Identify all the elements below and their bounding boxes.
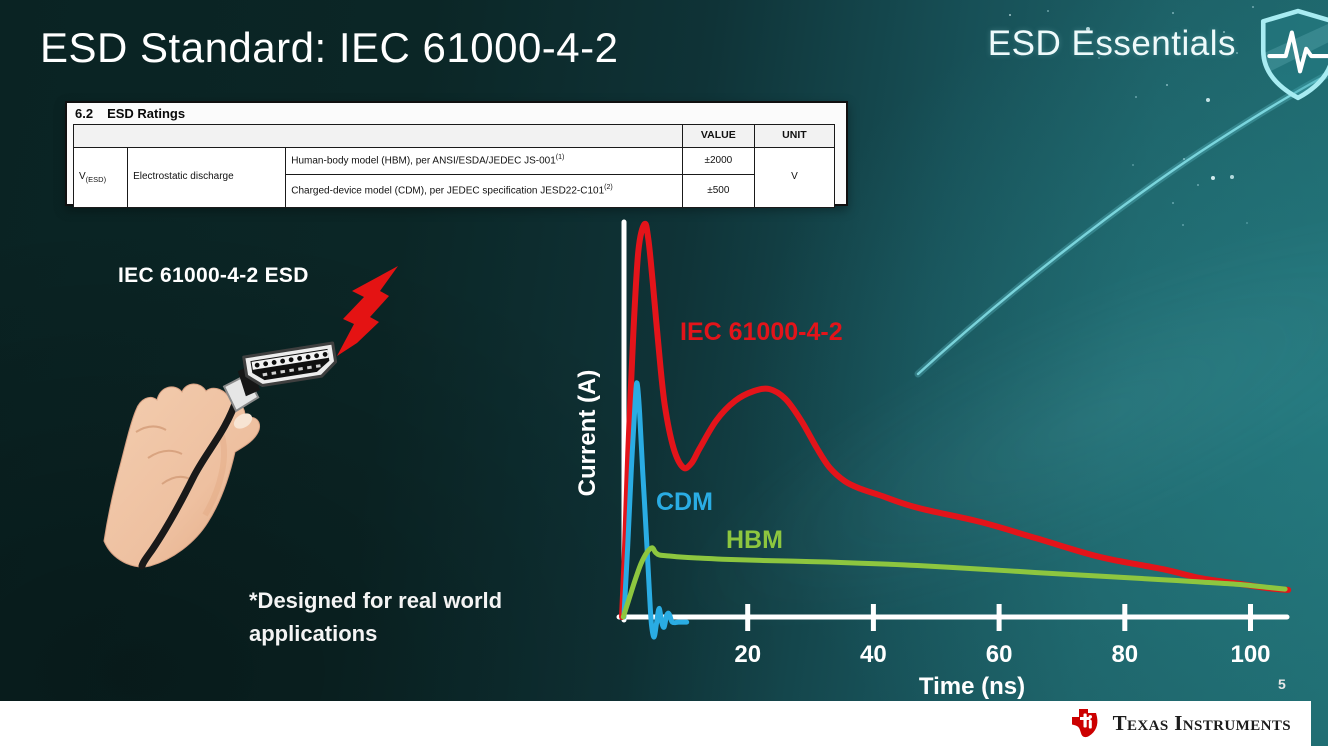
esd-ratings-table: VALUE UNIT V(ESD) Electrostatic discharg… — [72, 124, 836, 208]
param-name-cell: Electrostatic discharge — [127, 147, 287, 208]
hbm-value-cell: ±2000 — [681, 147, 755, 175]
slide-title: ESD Standard: IEC 61000-4-2 — [40, 24, 619, 71]
sparkle-dots — [0, 0, 2, 2]
param-symbol-cell: V(ESD) — [72, 147, 129, 208]
ratings-table-panel: 6.2 ESD Ratings VALUE UNIT V(ESD) Electro… — [65, 101, 848, 208]
footnote: *Designed for real world applications — [249, 588, 503, 646]
x-axis-label: Time (ns) — [919, 673, 1025, 700]
cdm-desc-cell: Charged-device model (CDM), per JEDEC sp… — [285, 174, 683, 208]
hdmi-connector — [222, 341, 338, 413]
ti-wordmark: Texas Instruments — [1112, 711, 1291, 735]
table-caption: 6.2 ESD Ratings — [73, 105, 840, 124]
brand-text: ESD Essentials — [987, 24, 1236, 63]
x-tick-label: 100 — [1230, 641, 1270, 668]
table-header-value: VALUE — [681, 124, 755, 148]
cdm-value-cell: ±500 — [681, 174, 755, 208]
footer-bar: Texas Instruments — [0, 701, 1311, 746]
table-caption-title: ESD Ratings — [107, 106, 186, 121]
table-header-unit: UNIT — [753, 124, 836, 148]
cable — [138, 394, 241, 570]
hbm-desc-cell: Human-body model (HBM), per ANSI/ESDA/JE… — [285, 147, 683, 175]
light-beam-soft — [630, 127, 1328, 713]
illustration-label: IEC 61000-4-2 ESD — [118, 264, 309, 287]
x-tick-label: 80 — [1111, 641, 1138, 668]
iec-curve-label: IEC 61000-4-2 — [680, 318, 843, 346]
x-tick-label: 60 — [986, 641, 1013, 668]
lightning-bolt-icon — [337, 266, 398, 356]
ti-logo-icon — [1071, 708, 1097, 737]
hand-illustration — [103, 383, 261, 568]
table-header-empty — [73, 124, 683, 148]
thumb-nail — [233, 413, 253, 429]
table-caption-number: 6.2 — [75, 106, 94, 121]
unit-cell: V — [753, 147, 836, 208]
shield-icon — [1260, 8, 1328, 101]
page-number: 5 — [1278, 676, 1286, 692]
y-axis-label: Current (A) — [574, 370, 601, 497]
